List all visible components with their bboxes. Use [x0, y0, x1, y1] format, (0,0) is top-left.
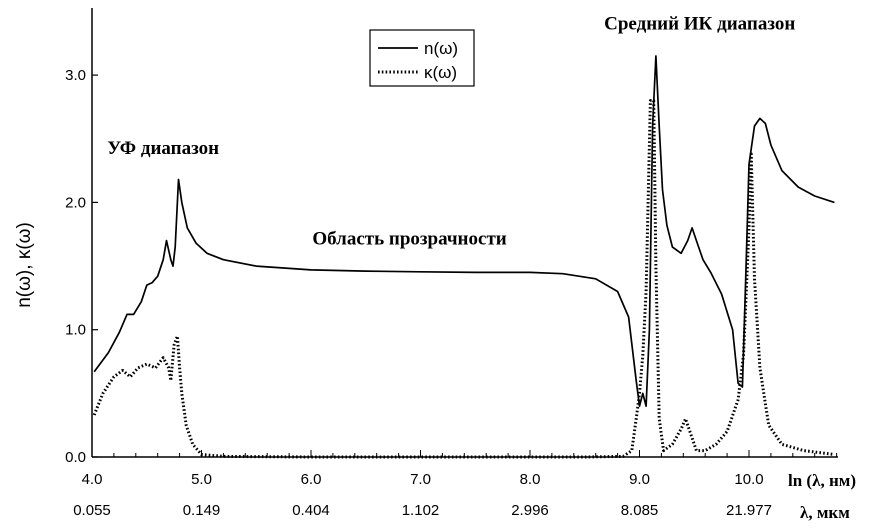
y-tick-label: 1.0	[65, 322, 86, 339]
x-tick-label: 5.0	[191, 471, 212, 488]
legend: n(ω) κ(ω)	[369, 29, 475, 87]
y-tick-label: 3.0	[65, 67, 86, 84]
x2-tick-label: 8.085	[621, 502, 659, 519]
x2-axis-label: λ, мкм	[800, 503, 850, 522]
annotation-1: Область прозрачности	[312, 228, 506, 249]
annotation-2: Средний ИК диапазон	[604, 13, 795, 34]
x2-tick-label: 21.977	[726, 502, 772, 519]
y-axis-label: n(ω), κ(ω)	[14, 222, 35, 308]
x-tick-label: 6.0	[301, 471, 322, 488]
annotation-0: УФ диапазон	[107, 138, 219, 159]
x2-tick-label: 0.149	[183, 502, 221, 519]
x-tick-label: 9.0	[629, 471, 650, 488]
y-tick-label: 2.0	[65, 194, 86, 211]
x-tick-label: 7.0	[410, 471, 431, 488]
labels-layer: ln (λ, нм) λ, мкм n(ω), κ(ω) УФ диапазон Обл…	[14, 13, 856, 522]
x2-tick-label: 1.102	[402, 502, 440, 519]
series-layer	[92, 55, 835, 459]
x-tick-label: 10.0	[734, 471, 763, 488]
series-line-n	[93, 55, 835, 407]
legend-label-1: κ(ω)	[424, 63, 457, 82]
y-tick-label: 0.0	[65, 449, 86, 466]
x-tick-label: 8.0	[520, 471, 541, 488]
x2-tick-label: 0.404	[292, 502, 330, 519]
series-line-kappa	[92, 99, 835, 459]
x-axis-label: ln (λ, нм)	[788, 471, 856, 490]
x2-tick-label: 0.055	[73, 502, 111, 519]
x-tick-label: 4.0	[82, 471, 103, 488]
legend-box	[369, 29, 475, 87]
x2-tick-label: 2.996	[511, 502, 549, 519]
legend-label-0: n(ω)	[424, 39, 458, 58]
